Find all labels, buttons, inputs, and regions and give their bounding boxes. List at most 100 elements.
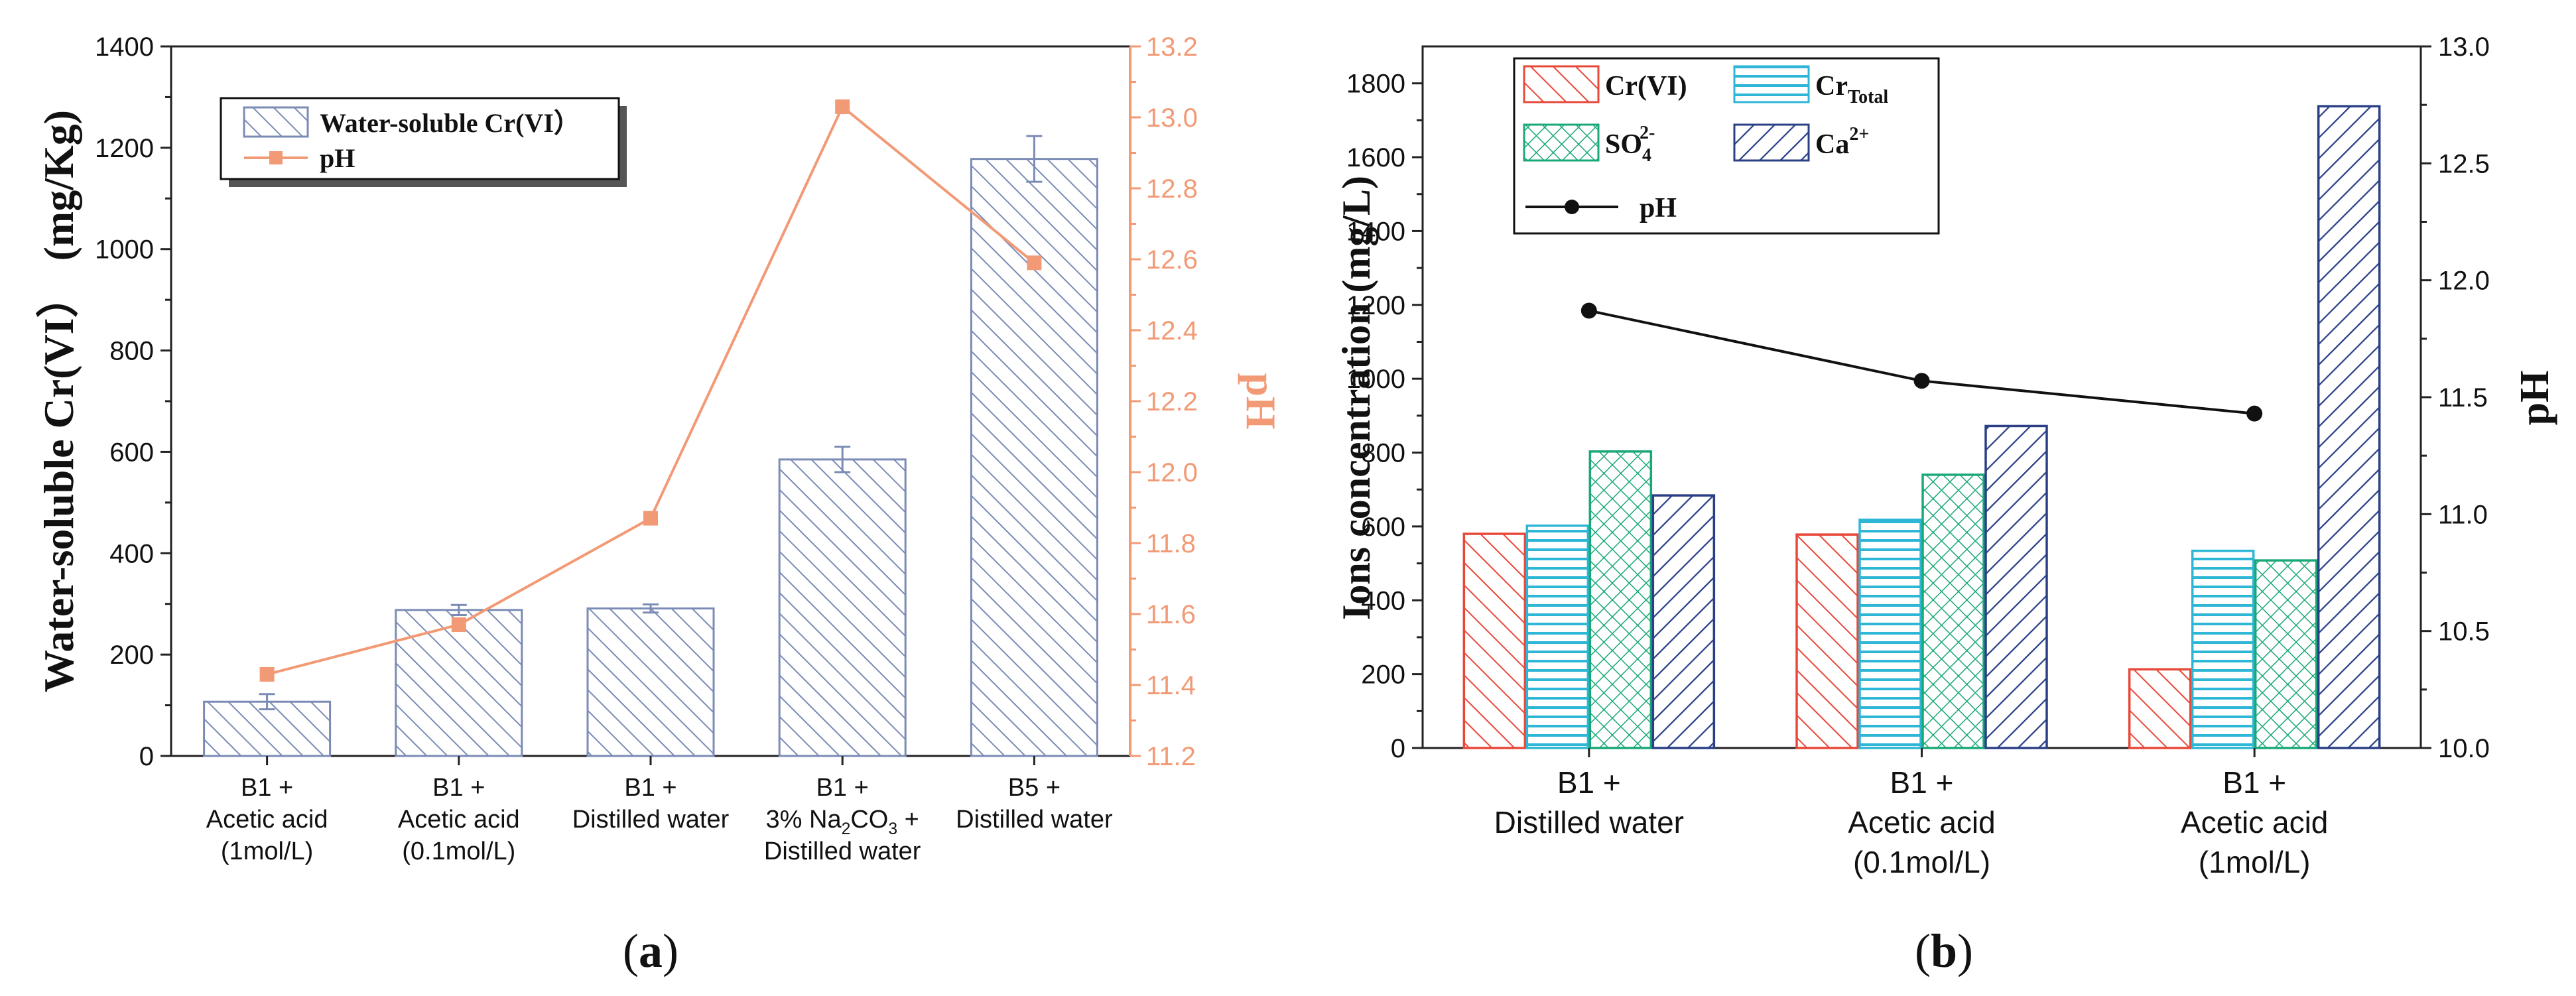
panel-b-bar bbox=[1588, 450, 1653, 749]
panel-b-category-label: (1mol/L) bbox=[2199, 845, 2311, 879]
panel-a-y2tick-label: 12.2 bbox=[1146, 387, 1198, 416]
legend-label-cr6: Water-soluble Cr(VI） bbox=[320, 108, 580, 138]
panel-b-legend: Cr(VI) CrTotal SO42- Ca2+ pH bbox=[1513, 57, 1940, 235]
panel-b-bar bbox=[2254, 559, 2318, 749]
panel-a-ytick-label: 800 bbox=[109, 337, 154, 366]
panel-a-y2tick-label: 11.4 bbox=[1146, 671, 1196, 700]
panel-b-y2tick-label: 10.5 bbox=[2438, 617, 2490, 647]
legend-label-so4: SO42- bbox=[1605, 123, 1655, 166]
panel-b-category-label: Acetic acid bbox=[2181, 805, 2328, 840]
panel-a-category-label: Distilled water bbox=[572, 806, 730, 834]
panel-b-ytick-label: 600 bbox=[1361, 513, 1405, 542]
panel-a-ylabel: Water-soluble Cr(VI）(mg/Kg) bbox=[35, 110, 82, 692]
panel-b-ytick-label: 400 bbox=[1361, 586, 1405, 615]
panel-b-category-label: B1 + bbox=[1890, 765, 1954, 800]
panel-b-bar bbox=[1525, 525, 1590, 749]
panel-b-category-label: B1 + bbox=[2222, 765, 2286, 800]
panel-a-left-axis: 0 200 400 600 800 1000 1200 1400 bbox=[95, 32, 171, 771]
panel-a-category-label: B1 + bbox=[432, 774, 485, 802]
panel-b-ph-point bbox=[1580, 302, 1597, 319]
panel-b-category-label: Distilled water bbox=[1494, 805, 1684, 840]
panel-b-left-axis: 0 200 400 600 800 1000 1200 1400 1600 1800 bbox=[1346, 70, 1423, 763]
panel-b-y2tick-label: 12.5 bbox=[2438, 149, 2490, 178]
panel-a-legend: Water-soluble Cr(VI） pH bbox=[220, 97, 627, 187]
legend-marker-ph-b bbox=[1565, 200, 1579, 214]
panel-a-category-label: Acetic acid bbox=[206, 806, 328, 834]
legend-swatch-crvi bbox=[1523, 65, 1600, 103]
panel-a-y2label: pH bbox=[1238, 373, 1285, 429]
panel-b-ytick-label: 1800 bbox=[1346, 70, 1405, 99]
panel-a-ph-point bbox=[643, 511, 658, 526]
panel-a-category-label: B1 + bbox=[624, 774, 676, 802]
panel-a-ph-point bbox=[259, 666, 275, 682]
legend-label-crtotal: CrTotal bbox=[1815, 71, 1888, 107]
panel-b-ph-point bbox=[1913, 373, 1930, 389]
panel-b-y2tick-label: 11.5 bbox=[2438, 383, 2488, 412]
panel-b-ytick-label: 200 bbox=[1361, 660, 1405, 690]
panel-a-caption: (a) bbox=[623, 924, 678, 977]
panel-a-ph-point bbox=[1027, 255, 1042, 271]
panel-a-right-axis: 11.2 11.4 11.6 11.8 12.0 12.2 12.4 12.6 12.8 13.0… bbox=[1129, 32, 1198, 771]
panel-a-ph-point bbox=[835, 99, 850, 114]
panel-b-ytick-label: 1000 bbox=[1346, 365, 1405, 394]
panel-b-right-axis: 10.0 10.5 11.0 11.5 12.0 12.5 13.0 bbox=[2421, 32, 2490, 763]
panel-b-category-label: Acetic acid bbox=[1848, 805, 1995, 840]
panel-b-bar bbox=[1795, 533, 1859, 749]
panel-a-category-label: (0.1mol/L) bbox=[402, 838, 515, 865]
panel-b-caption: (b) bbox=[1915, 924, 1973, 977]
panel-a-category-label: B1 + bbox=[816, 774, 869, 802]
panel-b-ph-line bbox=[1580, 302, 2263, 422]
panel-a-ph-polyline bbox=[267, 104, 1035, 676]
panel-a-y2tick-label: 11.8 bbox=[1146, 529, 1196, 558]
panel-a-ytick-label: 1200 bbox=[95, 134, 154, 163]
legend-label-ca: Ca2+ bbox=[1815, 124, 1869, 160]
panel-a-y2tick-label: 13.0 bbox=[1146, 103, 1198, 133]
panel-a-ytick-label: 0 bbox=[139, 742, 154, 771]
panel-a-category-labels: B1 + Acetic acid (1mol/L) B1 + Acetic acid (0… bbox=[206, 774, 1113, 865]
panel-b-bar bbox=[2317, 105, 2381, 749]
panel-a-bar bbox=[203, 700, 332, 757]
panel-b-bars bbox=[1462, 105, 2381, 757]
panel-a-y2tick-label: 12.6 bbox=[1146, 245, 1198, 275]
panel-b-y2tick-label: 13.0 bbox=[2438, 32, 2490, 62]
panel-a-y2tick-label: 12.8 bbox=[1146, 174, 1198, 204]
panel-b-y2label: pH bbox=[2512, 371, 2557, 426]
panel-a-category-label: Distilled water bbox=[764, 838, 921, 865]
panel-a-category-label: Distilled water bbox=[956, 806, 1113, 834]
panel-b-ph-polyline bbox=[1588, 309, 2255, 415]
panel-b-ytick-label: 0 bbox=[1391, 734, 1405, 763]
panel-a-y2tick-label: 13.2 bbox=[1146, 32, 1198, 62]
legend-swatch-cr6 bbox=[243, 106, 309, 138]
panel-a-bar bbox=[970, 158, 1098, 757]
panel-b-category-labels: B1 + Distilled water B1 + Acetic acid (0.1mo… bbox=[1494, 765, 2329, 879]
panel-b-bar bbox=[1984, 424, 2048, 749]
panel-b-category-label: (0.1mol/L) bbox=[1853, 845, 1990, 879]
legend-label-ph-b: pH bbox=[1640, 193, 1677, 223]
panel-b-ytick-label: 800 bbox=[1361, 439, 1405, 468]
legend-swatch-so4 bbox=[1523, 123, 1600, 162]
panel-a-category-label: 3% Na2CO3 + bbox=[766, 806, 919, 838]
panel-a-category-label: B1 + bbox=[241, 774, 293, 802]
panel-a-bar bbox=[586, 607, 715, 757]
panel-b-bar bbox=[1651, 494, 1716, 749]
panel-a-ytick-label: 200 bbox=[109, 641, 154, 670]
panel-a-ytick-label: 400 bbox=[109, 539, 154, 568]
panel-a-ph-point bbox=[451, 617, 466, 633]
panel-a-ytick-label: 1000 bbox=[95, 235, 154, 265]
panel-b-bar bbox=[2191, 549, 2255, 749]
legend-label-crvi: Cr(VI) bbox=[1605, 71, 1687, 101]
legend-swatch-ca bbox=[1733, 123, 1810, 162]
legend-label-ph: pH bbox=[320, 143, 355, 173]
panel-b-bar bbox=[1462, 532, 1527, 749]
panel-b-ylabel: Ions concentration (mg/L) bbox=[1334, 176, 1378, 620]
panel-a-bars bbox=[203, 135, 1098, 765]
legend-marker-ph bbox=[269, 151, 283, 164]
panel-a-y2tick-label: 11.6 bbox=[1146, 600, 1196, 629]
panel-a-bar bbox=[778, 458, 907, 757]
panel-b-ytick-label: 1400 bbox=[1346, 217, 1405, 246]
panel-a-ph-line bbox=[259, 99, 1042, 682]
panel-a-category-label: B5 + bbox=[1008, 774, 1061, 802]
